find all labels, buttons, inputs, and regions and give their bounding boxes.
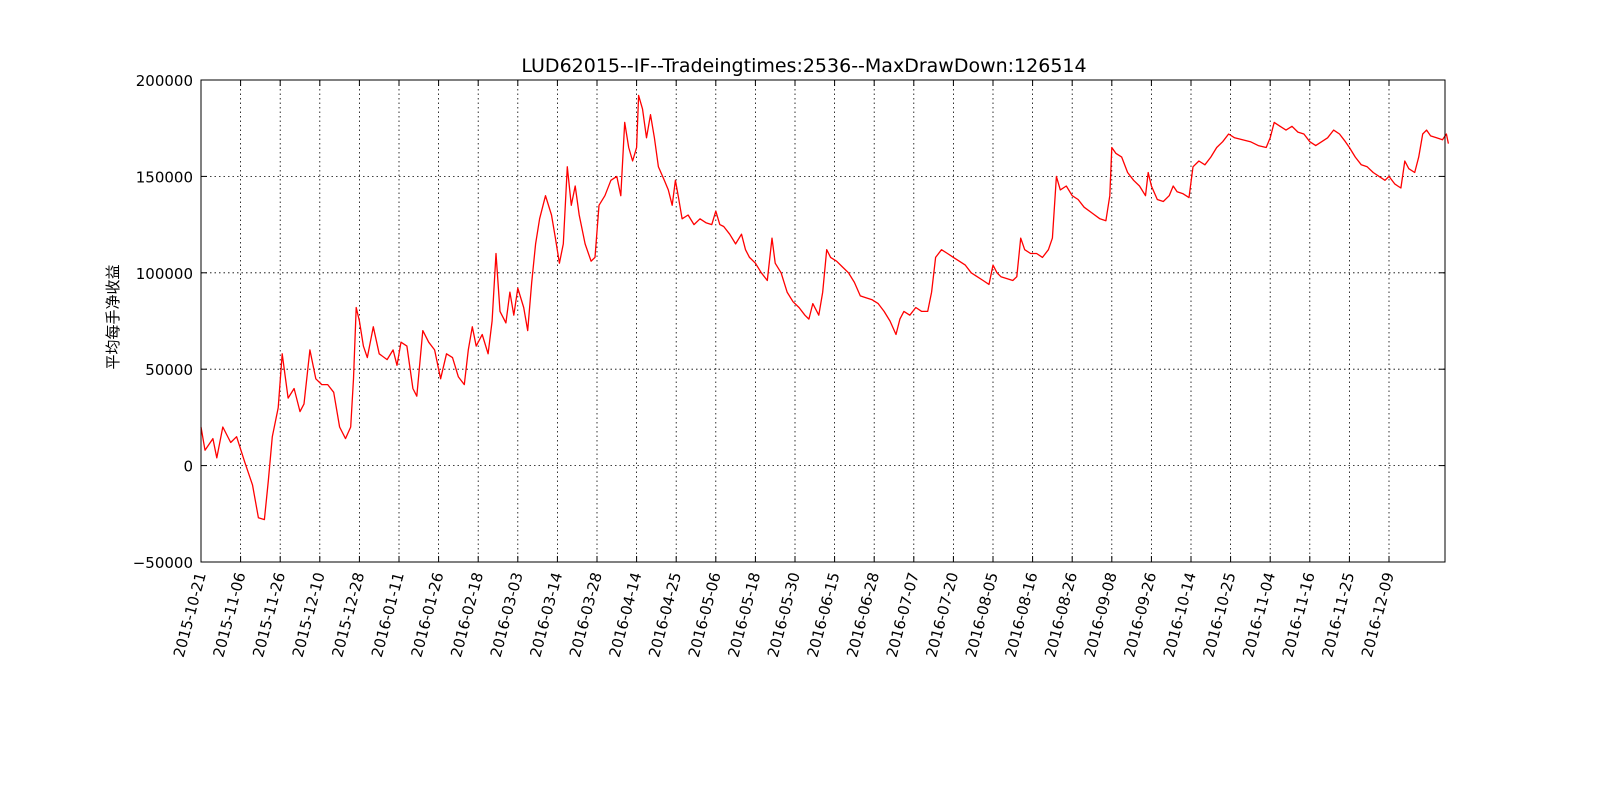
x-tick-label: 2016-12-09 xyxy=(1358,570,1398,659)
y-tick-label: 200000 xyxy=(136,72,193,90)
x-tick-label: 2016-01-26 xyxy=(408,570,448,659)
x-tick-label: 2016-09-26 xyxy=(1120,570,1160,659)
x-tick-label: 2016-09-08 xyxy=(1081,570,1121,659)
x-tick-label: 2016-11-16 xyxy=(1279,570,1319,659)
series-line xyxy=(200,94,1450,521)
x-tick-label: 2016-04-14 xyxy=(606,570,646,659)
x-tick-label: 2016-06-28 xyxy=(843,570,883,659)
series-line-group xyxy=(200,94,1450,521)
x-tick-label: 2016-10-25 xyxy=(1200,570,1240,659)
y-tick-label: −50000 xyxy=(133,554,193,572)
y-tick-group: −50000 0 50000 100000 150000 200000 xyxy=(133,72,1445,572)
x-tick-label: 2016-01-11 xyxy=(368,570,408,659)
x-tick-label: 2016-10-14 xyxy=(1160,570,1200,659)
x-tick-label: 2016-05-06 xyxy=(685,570,725,659)
y-tick-label: 100000 xyxy=(136,265,193,283)
x-tick-label: 2016-07-20 xyxy=(922,570,962,659)
x-tick-label: 2016-03-28 xyxy=(566,570,606,659)
y-tick-label: 50000 xyxy=(145,361,193,379)
x-tick-label: 2016-11-04 xyxy=(1239,570,1279,659)
x-tick-label: 2016-04-25 xyxy=(645,570,685,659)
x-tick-label: 2015-11-06 xyxy=(210,570,250,659)
x-tick-label: 2016-05-18 xyxy=(724,570,764,659)
x-tick-label: 2016-03-14 xyxy=(526,570,566,659)
x-tick-label: 2016-05-30 xyxy=(764,570,804,659)
x-tick-label: 2016-03-03 xyxy=(487,570,527,659)
grid-lines xyxy=(201,80,1445,562)
x-tick-label: 2016-08-16 xyxy=(1002,570,1042,659)
x-tick-label: 2016-06-15 xyxy=(804,570,844,659)
x-tick-label: 2015-11-26 xyxy=(249,570,289,659)
y-axis-label: 平均每手净收益 xyxy=(104,264,122,369)
y-tick-label: 0 xyxy=(183,458,193,476)
x-tick-label: 2015-12-10 xyxy=(289,570,329,659)
x-tick-label: 2016-11-25 xyxy=(1318,570,1358,659)
x-tick-label: 2015-12-28 xyxy=(328,570,368,659)
x-tick-label: 2016-07-07 xyxy=(883,570,923,659)
x-tick-label: 2016-02-18 xyxy=(447,570,487,659)
y-tick-label: 150000 xyxy=(136,168,193,186)
x-tick-label: 2015-10-21 xyxy=(170,570,210,659)
x-tick-label: 2016-08-26 xyxy=(1041,570,1081,659)
x-tick-label: 2016-08-05 xyxy=(962,570,1002,659)
chart-title: LUD62015--IF--Tradeingtimes:2536--MaxDra… xyxy=(521,55,1086,77)
plot-frame xyxy=(200,79,1446,563)
